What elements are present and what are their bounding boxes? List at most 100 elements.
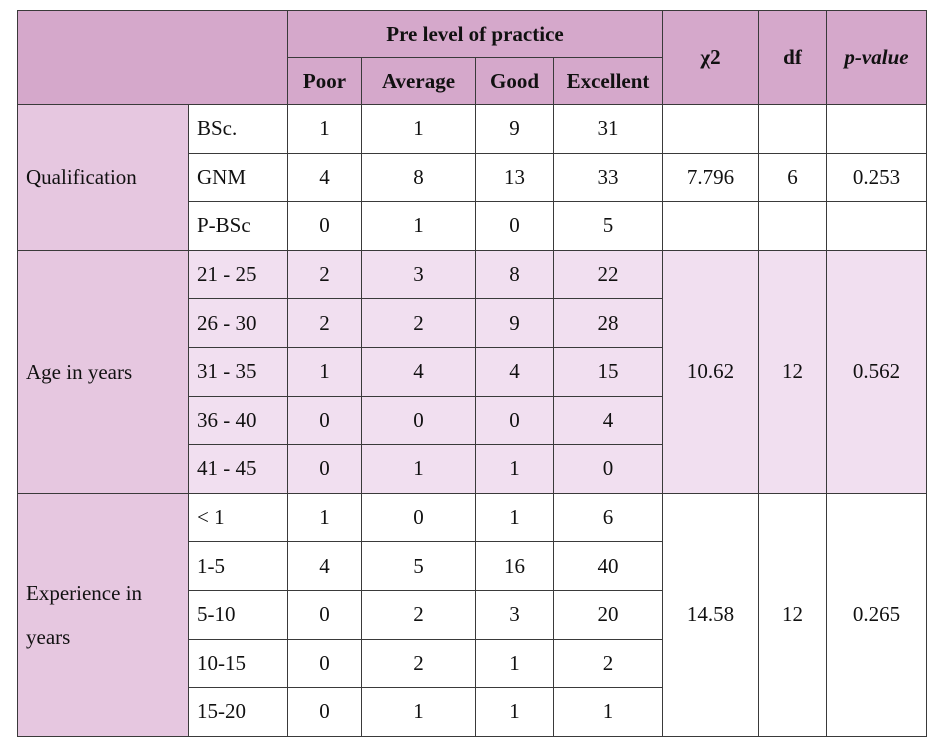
cell-value: 0	[475, 395, 554, 446]
cell-value: 1	[361, 687, 476, 737]
cell-value: 0	[287, 444, 362, 494]
cell-value: 4	[287, 152, 362, 203]
cell-value: 1	[475, 638, 554, 689]
header-pre-level-of-practice: Pre level of practice	[287, 10, 663, 58]
cell-value: 0	[361, 395, 476, 446]
cell-value: 16	[475, 541, 554, 591]
header-df: df	[758, 10, 827, 105]
cell-value: 2	[287, 298, 362, 348]
cell-value: 1	[287, 492, 362, 543]
table-row: Age in years 21 - 25 2 3 8 22 10.62 12 0.562	[17, 249, 927, 494]
cell-value: 3	[475, 589, 554, 640]
row-label: 21 - 25	[188, 249, 288, 300]
row-label: GNM	[188, 152, 288, 203]
cell-value: 5	[361, 541, 476, 591]
cell-value: 13	[475, 152, 554, 203]
cell-value: 1	[475, 492, 554, 543]
cell-value: 22	[553, 249, 663, 300]
cell-value: 2	[361, 298, 476, 348]
cell-value: 1	[361, 104, 476, 154]
cell-value: 1	[475, 444, 554, 494]
cell-value: 1	[475, 687, 554, 737]
row-label: 1-5	[188, 541, 288, 591]
df-value: 12	[758, 492, 827, 737]
row-label: 41 - 45	[188, 444, 288, 494]
header-p-value: p-value	[826, 10, 927, 105]
table-row: 31 - 35 1 4 4 15	[18, 346, 927, 397]
cell-value: 2	[361, 589, 476, 640]
cell-value: 1	[361, 444, 476, 494]
cell-value: 9	[475, 104, 554, 154]
empty-cell	[826, 104, 927, 154]
cell-value: 15	[553, 346, 663, 397]
table-row: 26 - 30 2 2 9 28	[18, 298, 927, 348]
table-row: P-BSc 0 1 0 5	[18, 201, 927, 251]
row-label: 36 - 40	[188, 395, 288, 446]
cell-value: 0	[287, 201, 362, 251]
row-label: 5-10	[188, 589, 288, 640]
cell-value: 0	[287, 589, 362, 640]
table-row: Qualification BSc. 1 1 9 31	[17, 104, 927, 251]
header-level-average: Average	[361, 57, 476, 105]
cell-value: 6	[553, 492, 663, 543]
df-value: 6	[758, 152, 827, 203]
cell-value: 0	[287, 687, 362, 737]
group-label: Qualification	[17, 104, 189, 251]
header-chi-square: χ2	[662, 10, 759, 105]
row-label: 31 - 35	[188, 346, 288, 397]
header-level-good: Good	[475, 57, 554, 105]
cell-value: 33	[553, 152, 663, 203]
cell-value: 5	[553, 201, 663, 251]
cell-value: 31	[553, 104, 663, 154]
row-label: 10-15	[188, 638, 288, 689]
row-label: < 1	[188, 492, 288, 543]
cell-value: 9	[475, 298, 554, 348]
header-level-excellent: Excellent	[553, 57, 663, 105]
practice-association-table: Pre level of practice χ2 df p-value Poor…	[17, 10, 927, 737]
cell-value: 1	[361, 201, 476, 251]
p-value-value: 0.562	[826, 249, 927, 494]
cell-value: 28	[553, 298, 663, 348]
table-row: GNM 4 8 13 33 7.796 6 0.253	[18, 152, 927, 203]
row-label: BSc.	[188, 104, 288, 154]
row-label: 26 - 30	[188, 298, 288, 348]
cell-value: 0	[287, 395, 362, 446]
df-value: 12	[758, 249, 827, 494]
cell-value: 1	[553, 687, 663, 737]
group-label: Experience in years	[17, 492, 189, 737]
table-body: Qualification BSc. 1 1 9 31 GNM 4 8 13 33 7.796 6 0.2…	[17, 104, 927, 737]
header-level-poor: Poor	[287, 57, 362, 105]
chi-square-value: 7.796	[662, 152, 759, 203]
empty-cell	[662, 201, 759, 251]
empty-cell	[758, 201, 827, 251]
cell-value: 1	[287, 104, 362, 154]
cell-value: 0	[553, 444, 663, 494]
row-label: 15-20	[188, 687, 288, 737]
cell-value: 4	[553, 395, 663, 446]
table-row: 36 - 40 0 0 0 4	[18, 395, 927, 446]
cell-value: 4	[361, 346, 476, 397]
cell-value: 0	[475, 201, 554, 251]
table-row: 1-5 4 5 16 40	[18, 541, 927, 591]
empty-cell	[758, 104, 827, 154]
empty-cell	[826, 201, 927, 251]
chi-square-value: 14.58	[662, 492, 759, 737]
cell-value: 8	[475, 249, 554, 300]
cell-value: 1	[287, 346, 362, 397]
table-row: 41 - 45 0 1 1 0	[18, 444, 927, 494]
table-row: 5-10 0 2 3 20	[18, 589, 927, 640]
table-row: 10-15 0 2 1 2	[18, 638, 927, 689]
cell-value: 0	[361, 492, 476, 543]
chi-square-value: 10.62	[662, 249, 759, 494]
cell-value: 2	[287, 249, 362, 300]
cell-value: 4	[287, 541, 362, 591]
p-value-value: 0.253	[826, 152, 927, 203]
cell-value: 20	[553, 589, 663, 640]
cell-value: 2	[361, 638, 476, 689]
cell-value: 3	[361, 249, 476, 300]
table-row: 15-20 0 1 1 1	[18, 687, 927, 737]
header-corner	[17, 10, 288, 105]
empty-cell	[662, 104, 759, 154]
group-label: Age in years	[17, 249, 189, 494]
cell-value: 4	[475, 346, 554, 397]
